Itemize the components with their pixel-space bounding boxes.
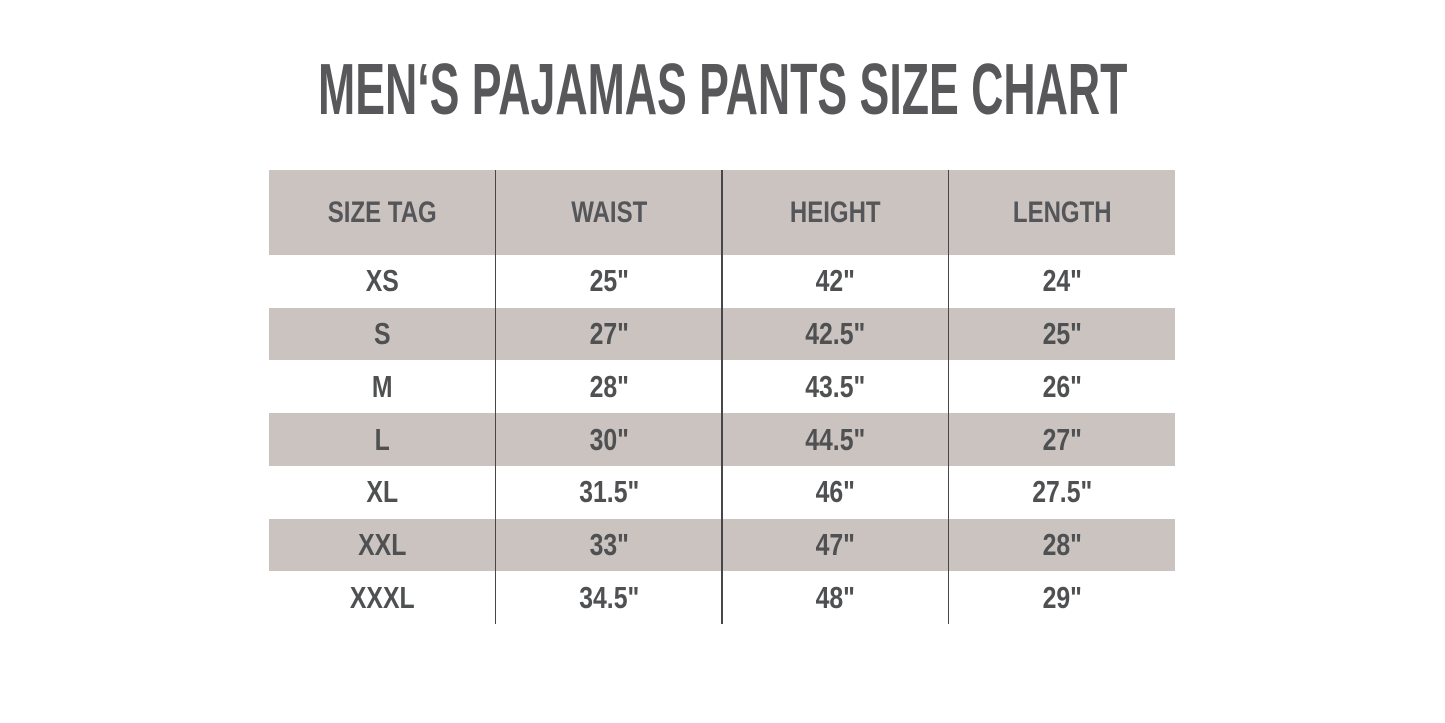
cell-waist: 28" [589, 368, 629, 404]
cell-length: 27.5" [1031, 474, 1092, 510]
cell-waist: 33" [589, 526, 629, 562]
cell-height: 46" [815, 474, 855, 510]
cell-size: XS [365, 263, 399, 299]
column-header-waist: WAIST [570, 195, 647, 229]
cell-length: 29" [1042, 579, 1082, 615]
cell-length: 25" [1042, 316, 1082, 352]
cell-waist: 27" [589, 316, 629, 352]
cell-length: 24" [1042, 263, 1082, 299]
cell-size: L [374, 421, 390, 457]
column-divider-3 [947, 170, 950, 624]
cell-waist: 31.5" [578, 474, 639, 510]
cell-height: 42.5" [805, 316, 866, 352]
page-title: MEN‘S PAJAMAS PANTS SIZE CHART [0, 54, 1445, 126]
cell-size: XXXL [349, 579, 415, 615]
column-divider-2 [721, 170, 723, 624]
cell-height: 48" [815, 579, 855, 615]
cell-size: S [373, 316, 391, 352]
page-title-text: MEN‘S PAJAMAS PANTS SIZE CHART [317, 50, 1128, 130]
cell-height: 43.5" [805, 368, 866, 404]
cell-size: M [371, 368, 393, 404]
size-chart-table: SIZE TAG WAIST HEIGHT LENGTH XS 25" 42" … [269, 170, 1175, 625]
column-header-height: HEIGHT [789, 195, 881, 229]
cell-waist: 34.5" [578, 579, 639, 615]
cell-waist: 25" [589, 263, 629, 299]
cell-size: XXL [358, 526, 407, 562]
cell-size: XL [366, 474, 399, 510]
cell-length: 27" [1042, 421, 1082, 457]
cell-length: 28" [1042, 526, 1082, 562]
column-header-length: LENGTH [1012, 195, 1112, 229]
cell-height: 42" [815, 263, 855, 299]
column-header-size-tag: SIZE TAG [327, 195, 437, 229]
cell-height: 44.5" [805, 421, 866, 457]
cell-waist: 30" [589, 421, 629, 457]
cell-length: 26" [1042, 368, 1082, 404]
column-divider-1 [494, 170, 497, 624]
cell-height: 47" [815, 526, 855, 562]
